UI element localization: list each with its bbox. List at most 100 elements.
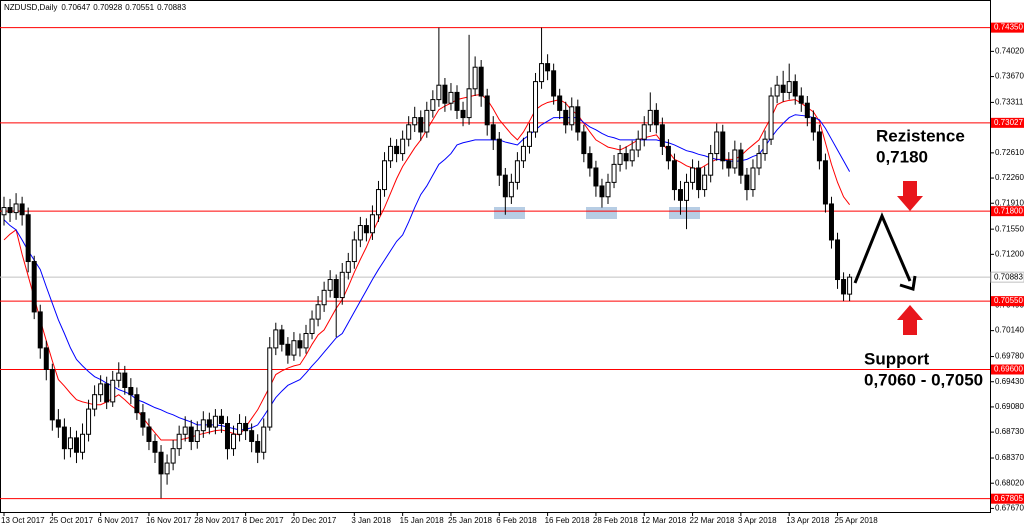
candle-body [526,131,532,147]
candle-body [617,153,623,165]
level-label: 0.70550 [994,296,1023,305]
candle-body [176,433,182,450]
candle-body [92,394,98,410]
candle-body [291,340,297,356]
resistance-title: Rezistence [876,126,965,145]
y-tick-label: 0.71910 [995,198,1024,207]
candle-body [406,124,412,140]
level-label: 0.74350 [994,23,1023,32]
candle-body [490,124,496,140]
x-tick-label: 16 Feb 2018 [545,516,590,525]
candle-body [472,66,478,90]
candle-body [708,153,714,176]
header: NZDUSD,Daily 0.70647 0.70928 0.70551 0.70883 [4,3,187,12]
candle-body [237,422,243,435]
candle-body [140,412,146,428]
candle-body [780,84,786,93]
level-label: 0.67805 [994,494,1023,503]
candle-body [677,189,683,201]
candle-body [804,102,810,119]
level-label: 0.73027 [994,118,1023,127]
x-tick-label: 25 Apr 2018 [835,516,879,525]
candle-body [774,84,780,97]
zone [669,207,700,219]
candle-body [593,167,599,187]
candle-body [303,333,309,349]
y-tick-label: 0.70140 [995,326,1024,335]
candle-body [478,66,484,97]
candle-body [611,163,617,183]
candle-body [309,318,315,335]
level-label-bg [991,296,1024,307]
level-label-bg [991,117,1024,128]
arrow-shaft [903,319,917,335]
candle-body [152,440,158,453]
candle-body [635,138,641,151]
x-tick-label: 25 Jan 2018 [448,516,493,525]
candle-body [357,225,363,241]
current-price-label: 0.70883 [994,272,1023,281]
candle-body [629,149,635,162]
candle-body [726,160,732,169]
candle-body [285,343,291,356]
x-tick-label: 22 Mar 2018 [690,516,735,525]
candle-body [810,117,816,133]
arrow-head [897,196,923,211]
candle-body [206,419,212,428]
candle-body [702,174,708,191]
candle-body [466,88,472,119]
candle-body [345,261,351,273]
candle-body [502,174,508,198]
candle-body [273,329,279,349]
candle-body [388,145,394,162]
candle-body [67,437,73,450]
candle-body [756,153,762,169]
y-tick-label: 0.69080 [995,402,1024,411]
zone [586,207,617,219]
candle-body [267,347,273,428]
arrow-head [897,305,923,320]
candle-body [86,408,92,435]
candle-body [599,185,605,198]
candle-body [1,207,7,216]
candle-body [369,214,375,234]
candle-body [587,153,593,169]
up-arrow [897,305,923,335]
candle-body [816,131,822,162]
y-tick-label: 0.67670 [995,504,1024,513]
symbol: NZDUSD,Daily [4,3,57,12]
low: 0.70551 [125,3,154,12]
candle-body [671,160,677,191]
candle-body [684,181,690,201]
candle-body [533,81,539,133]
candle-body [297,340,303,349]
x-tick-label: 28 Nov 2017 [194,516,240,525]
candle-body [412,117,418,126]
candle-body [394,145,400,155]
candle-body [170,448,176,464]
candle-body [762,138,768,155]
candle-body [418,117,424,133]
candle-body [182,426,188,435]
x-tick-label: 8 Dec 2017 [243,516,284,525]
y-tick-label: 0.72260 [995,173,1024,182]
candle-body [484,95,490,126]
candle-body [798,95,804,104]
projection-head [899,275,917,291]
y-tick-label: 0.69430 [995,377,1024,386]
candle-body [581,131,587,155]
candle-body [508,181,514,198]
candle-body [841,279,847,295]
zone [494,207,525,219]
candle-body [110,379,116,403]
candle-body [37,311,43,349]
candle-body [514,160,520,183]
plot-frame [0,0,991,513]
candle-body [80,433,86,453]
y-tick-label: 0.71200 [995,249,1024,258]
projection-line [853,212,912,284]
candle-body [641,124,647,140]
candle-body [575,106,581,133]
candle-body [400,138,406,155]
candle-body [659,124,665,147]
